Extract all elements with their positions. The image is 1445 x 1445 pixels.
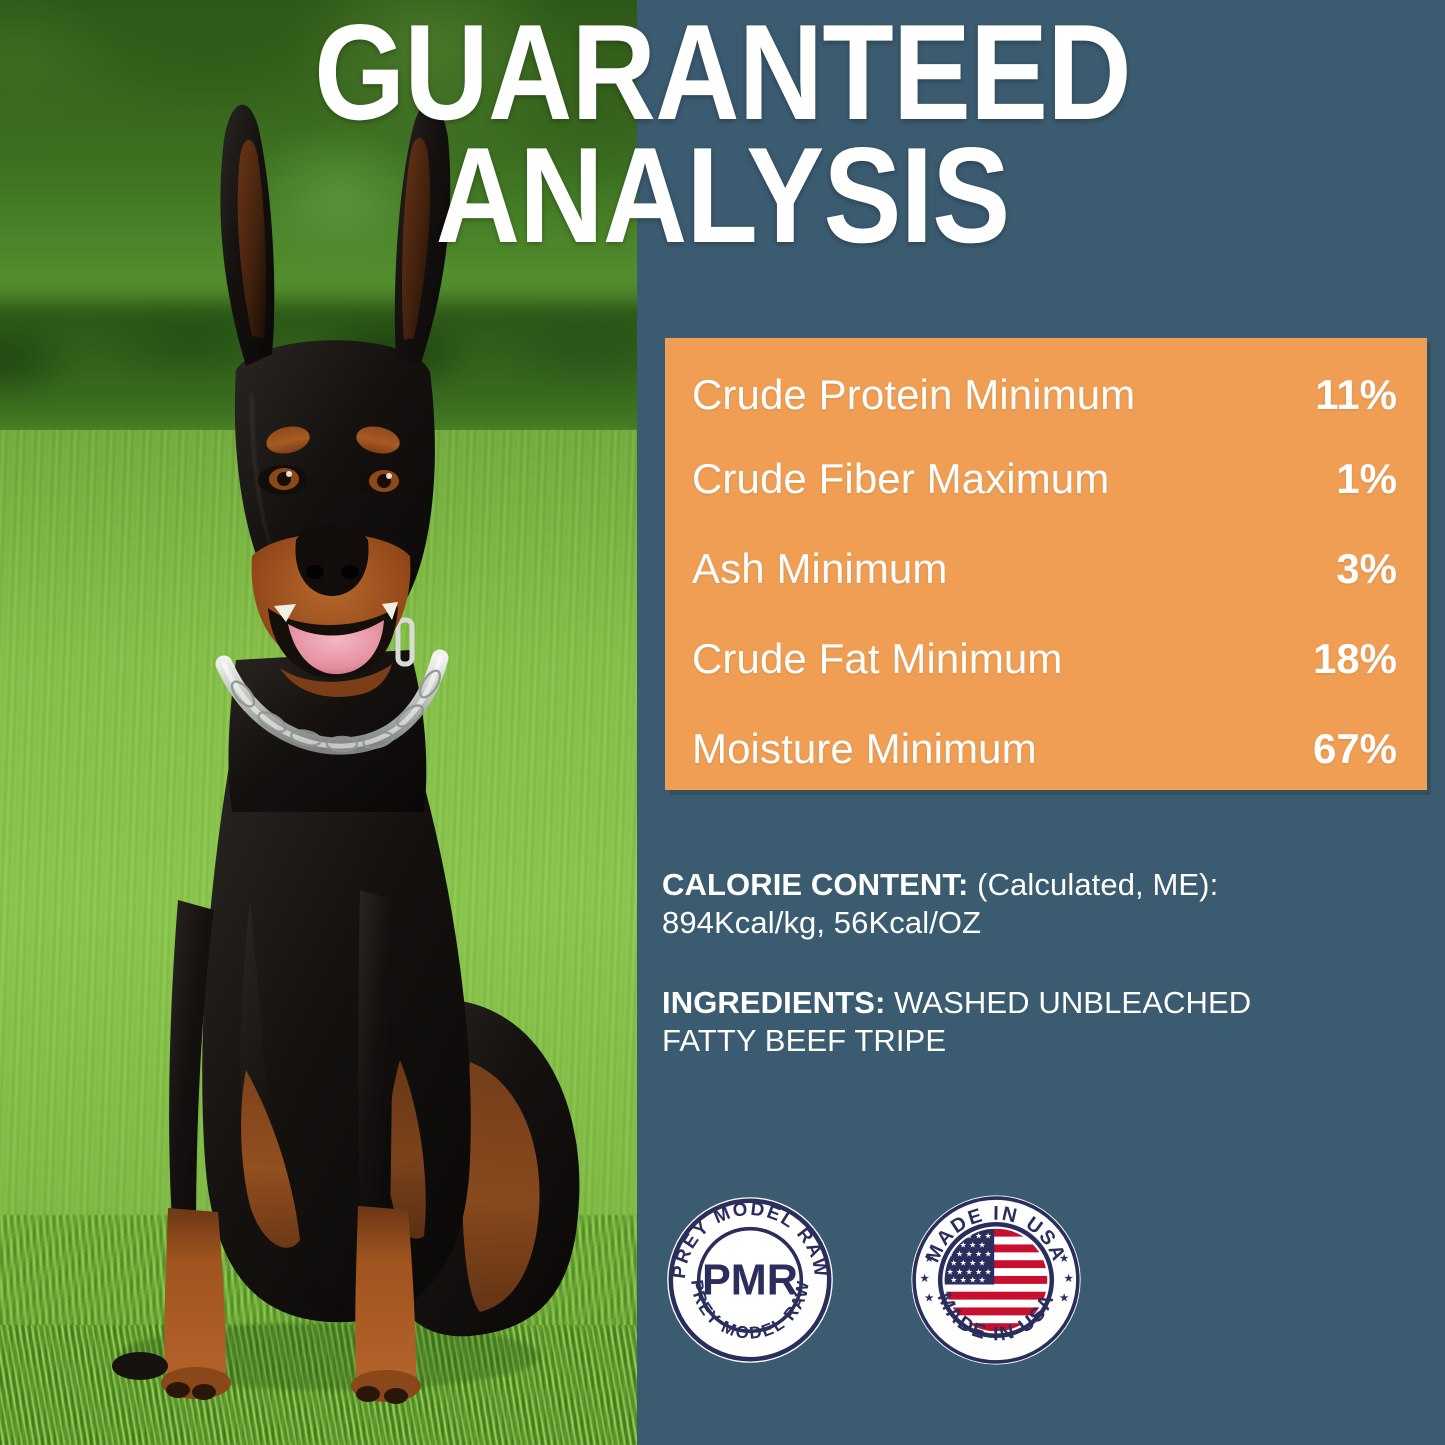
dog-photo [0, 0, 637, 1445]
table-row: Crude Protein Minimum 11% [692, 366, 1397, 424]
svg-text:★: ★ [924, 1252, 934, 1265]
analysis-label: Ash Minimum [692, 545, 948, 592]
ingredients-line-1: WASHED UNBLEACHED [885, 985, 1252, 1021]
analysis-value: 3% [1336, 545, 1397, 592]
svg-text:★: ★ [1059, 1252, 1069, 1265]
analysis-label: Crude Fat Minimum [692, 635, 1063, 682]
pmr-center-text: PMR [702, 1256, 798, 1304]
product-info: CALORIE CONTENT: (Calculated, ME): 894Kc… [662, 866, 1382, 1103]
calorie-heading-line: CALORIE CONTENT: (Calculated, ME): [662, 866, 1382, 904]
analysis-value: 11% [1315, 371, 1397, 418]
ingredients-block: INGREDIENTS: WASHED UNBLEACHED FATTY BEE… [662, 984, 1382, 1060]
analysis-label: Crude Fiber Maximum [692, 455, 1110, 502]
svg-text:★: ★ [1059, 1292, 1069, 1305]
calorie-content-block: CALORIE CONTENT: (Calculated, ME): 894Kc… [662, 866, 1382, 942]
calorie-heading: CALORIE CONTENT: [662, 867, 969, 902]
doberman-dog-illustration [112, 102, 580, 1404]
svg-text:★ ★ ★ ★: ★ ★ ★ ★ [950, 1241, 986, 1250]
chain-collar [215, 617, 449, 755]
svg-text:★ ★ ★ ★: ★ ★ ★ ★ [950, 1276, 986, 1285]
calorie-value: 894Kcal/kg, 56Kcal/OZ [662, 905, 982, 941]
analysis-label: Moisture Minimum [692, 725, 1037, 772]
made-in-usa-badge-icon: ★ ★ ★ ★ ★ ★ ★ ★ ★ ★ ★ ★ ★ ★ ★ ★ ★ ★ ★ ★ … [911, 1195, 1081, 1365]
usa-flag-icon: ★ ★ ★ ★ ★ ★ ★ ★ ★ ★ ★ ★ ★ ★ ★ ★ ★ ★ ★ ★ … [944, 1228, 1048, 1332]
table-row: Ash Minimum 3% [692, 540, 1397, 598]
svg-text:★: ★ [924, 1292, 934, 1305]
analysis-value: 67% [1312, 725, 1397, 772]
svg-text:★: ★ [920, 1272, 930, 1285]
ingredients-heading-line: INGREDIENTS: WASHED UNBLEACHED [662, 984, 1382, 1022]
svg-text:★ ★ ★ ★ ★: ★ ★ ★ ★ ★ [947, 1268, 992, 1277]
analysis-value: 18% [1312, 635, 1397, 682]
guaranteed-analysis-table: Crude Protein Minimum 11% Crude Fiber Ma… [665, 338, 1427, 790]
ingredients-heading: INGREDIENTS: [662, 985, 886, 1021]
table-row: Crude Fat Minimum 18% [692, 630, 1397, 688]
calorie-qualifier: (Calculated, ME): [968, 867, 1219, 902]
svg-text:★: ★ [1064, 1272, 1074, 1285]
svg-text:★ ★ ★ ★ ★: ★ ★ ★ ★ ★ [947, 1250, 992, 1259]
certification-badges: PREY MODEL RAW PREY MODEL RAW PMR [660, 1190, 1086, 1370]
table-row: Crude Fiber Maximum 1% [692, 450, 1397, 508]
prey-model-raw-badge-icon: PREY MODEL RAW PREY MODEL RAW PMR [667, 1197, 833, 1363]
svg-text:★ ★ ★ ★: ★ ★ ★ ★ [950, 1259, 986, 1268]
table-row: Moisture Minimum 67% [692, 720, 1397, 778]
dog-eyes [258, 465, 408, 497]
usa-side-stars: ★ ★ ★ ★ ★ ★ [920, 1252, 1074, 1305]
ingredients-line-2: FATTY BEEF TRIPE [662, 1023, 947, 1059]
analysis-label: Crude Protein Minimum [692, 371, 1136, 418]
analysis-value: 1% [1336, 455, 1397, 502]
